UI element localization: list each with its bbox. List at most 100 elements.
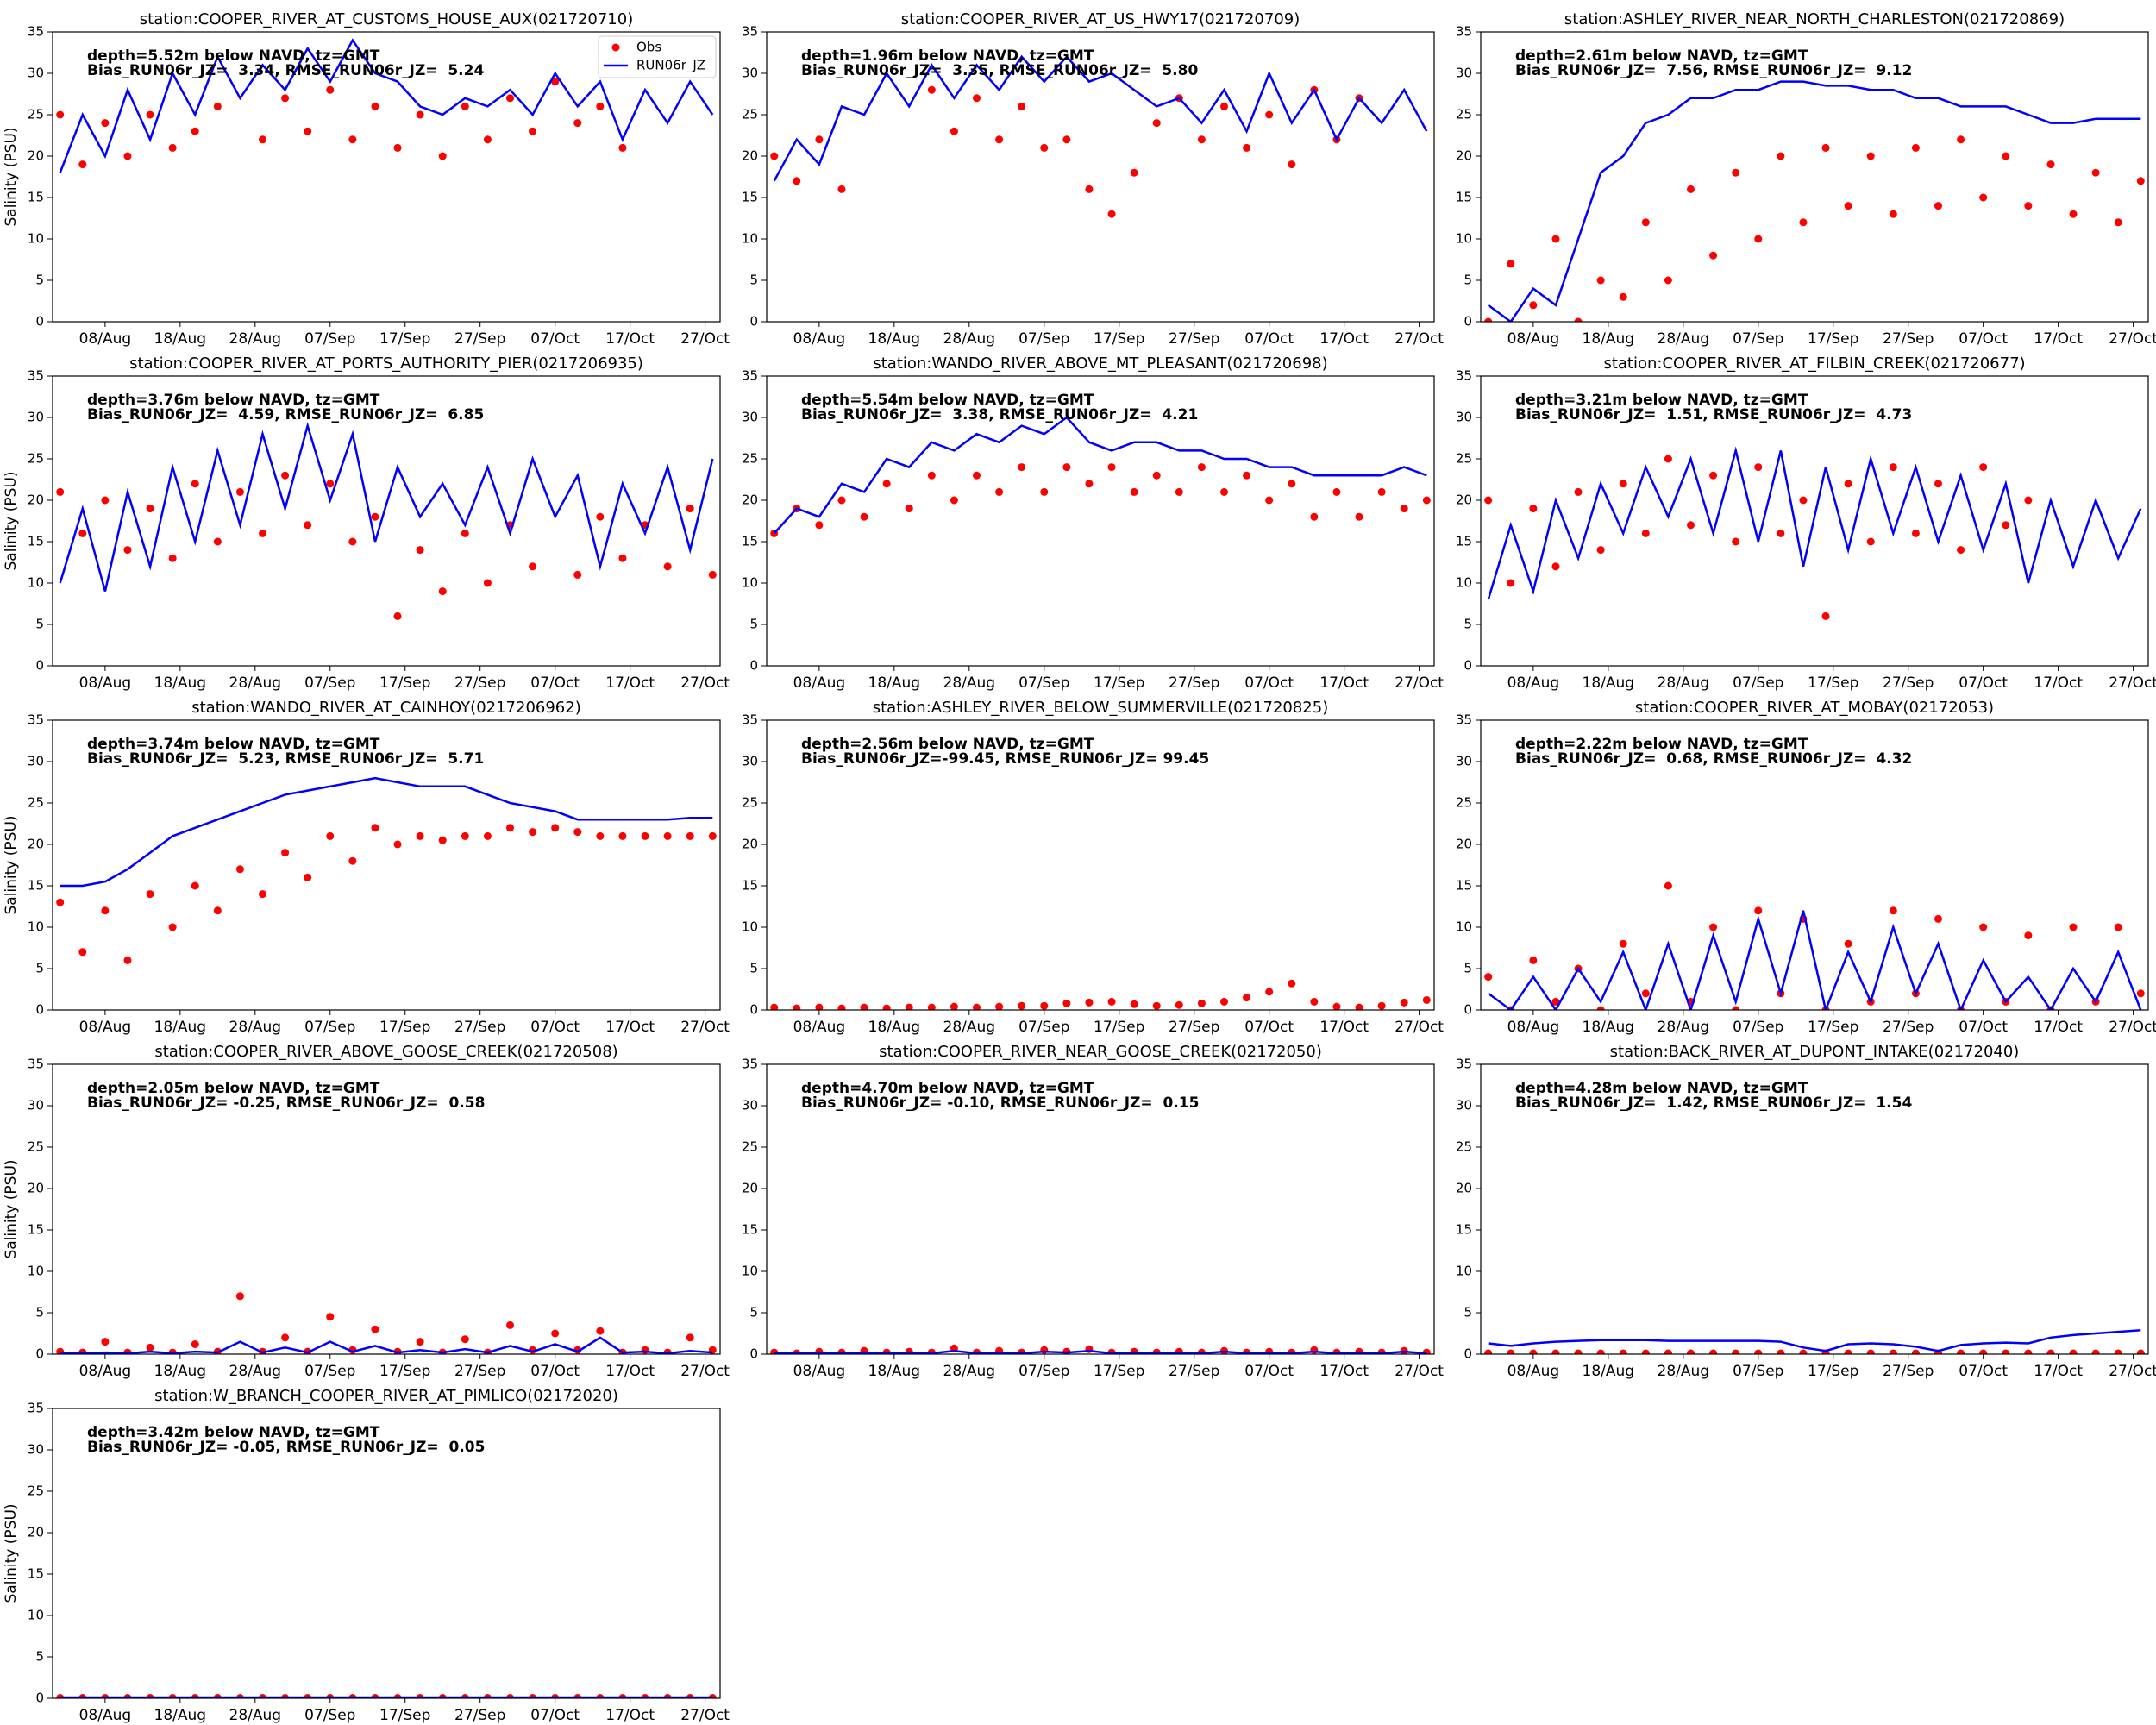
model-line xyxy=(60,1336,713,1354)
y-tick-label: 5 xyxy=(35,617,44,632)
obs-point xyxy=(1777,1349,1785,1354)
y-tick-label: 15 xyxy=(742,534,758,549)
y-tick-label: 30 xyxy=(1456,1098,1472,1113)
obs-point xyxy=(1152,471,1161,480)
y-tick-label: 20 xyxy=(28,492,44,508)
annotation: depth=1.96m below NAVD, tz=GMT xyxy=(801,47,1094,65)
obs-point xyxy=(2002,152,2010,160)
x-tick-label: 18/Aug xyxy=(154,330,207,348)
obs-point xyxy=(326,480,335,488)
obs-point xyxy=(101,906,110,915)
x-tick-label: 17/Oct xyxy=(605,674,655,692)
obs-point xyxy=(191,480,199,488)
x-tick-label: 27/Sep xyxy=(1169,674,1219,692)
obs-point xyxy=(371,824,379,832)
x-tick-label: 17/Sep xyxy=(379,1707,430,1724)
obs-point xyxy=(1754,463,1763,472)
x-tick-label: 07/Oct xyxy=(530,1363,580,1380)
y-tick-label: 35 xyxy=(1456,368,1472,384)
obs-point xyxy=(1243,143,1251,152)
obs-point xyxy=(56,898,65,906)
obs-point xyxy=(1422,496,1431,505)
x-tick-label: 18/Aug xyxy=(868,1363,921,1380)
plot-frame xyxy=(766,31,1435,323)
x-tick-label: 08/Aug xyxy=(793,1363,846,1380)
obs-point xyxy=(1866,537,1875,546)
obs-point xyxy=(1529,956,1538,964)
x-tick-label: 07/Sep xyxy=(304,1363,355,1380)
obs-point xyxy=(596,1327,605,1335)
chart-title: station:W_BRANCH_COOPER_RIVER_AT_PIMLICO… xyxy=(154,1387,618,1405)
obs-point xyxy=(2136,1349,2145,1354)
obs-point xyxy=(973,1003,981,1010)
plot-frame xyxy=(766,375,1435,667)
y-tick-label: 35 xyxy=(28,1401,44,1416)
y-tick-label: 0 xyxy=(1463,1002,1472,1018)
obs-point xyxy=(2136,177,2145,185)
y-tick-label: 20 xyxy=(28,148,44,164)
obs-point xyxy=(259,890,267,899)
chart-title: station:COOPER_RIVER_AT_FILBIN_CREEK(021… xyxy=(1603,354,2025,373)
annotation: depth=3.21m below NAVD, tz=GMT xyxy=(1515,392,1808,409)
y-tick-label: 35 xyxy=(1456,1057,1472,1072)
annotation: depth=3.42m below NAVD, tz=GMT xyxy=(87,1424,380,1441)
obs-point xyxy=(950,127,958,135)
obs-point xyxy=(2114,218,2122,227)
y-tick-label: 10 xyxy=(742,575,758,591)
obs-point xyxy=(1709,251,1718,260)
obs-point xyxy=(191,127,199,135)
y-tick-label: 30 xyxy=(28,1098,44,1113)
obs-point xyxy=(1551,997,1560,1006)
x-tick-label: 08/Aug xyxy=(79,1363,132,1380)
annotation: Bias_RUN06r_JZ= -0.10, RMSE_RUN06r_JZ= 0… xyxy=(801,1095,1199,1112)
x-tick-label: 17/Sep xyxy=(1808,674,1858,692)
obs-point xyxy=(1130,1000,1138,1008)
obs-point xyxy=(927,1003,936,1010)
y-tick-label: 15 xyxy=(1456,190,1472,205)
chart-title: station:COOPER_RIVER_ABOVE_GOOSE_CREEK(0… xyxy=(154,1043,617,1061)
annotation: Bias_RUN06r_JZ= 7.56, RMSE_RUN06r_JZ= 9.… xyxy=(1515,62,1912,79)
obs-point xyxy=(483,135,492,144)
obs-point xyxy=(551,1329,560,1338)
obs-point xyxy=(905,505,913,513)
chart-title: station:COOPER_RIVER_AT_PORTS_AUTHORITY_… xyxy=(129,354,643,373)
obs-point xyxy=(882,1004,891,1010)
x-tick-label: 18/Aug xyxy=(154,1363,207,1380)
y-tick-label: 5 xyxy=(35,1649,44,1665)
obs-point xyxy=(1018,1001,1026,1010)
obs-point xyxy=(927,85,936,94)
obs-point xyxy=(326,85,335,94)
y-tick-label: 0 xyxy=(35,1346,44,1362)
obs-point xyxy=(326,1313,335,1321)
obs-point xyxy=(505,824,514,832)
y-tick-label: 10 xyxy=(1456,575,1472,591)
x-tick-label: 07/Oct xyxy=(1244,1363,1294,1380)
x-tick-label: 07/Sep xyxy=(1733,1019,1783,1036)
y-tick-label: 25 xyxy=(1456,107,1472,122)
y-tick-label: 0 xyxy=(35,1002,44,1018)
y-tick-label: 0 xyxy=(35,658,44,674)
obs-point xyxy=(1979,193,1988,202)
x-tick-label: 17/Sep xyxy=(379,330,430,348)
obs-point xyxy=(235,1292,244,1301)
obs-point xyxy=(1799,1349,1808,1354)
y-tick-label: 30 xyxy=(28,410,44,425)
y-tick-label: 15 xyxy=(742,878,758,894)
obs-point xyxy=(770,1003,779,1010)
obs-point xyxy=(304,521,312,530)
obs-point xyxy=(837,496,846,505)
y-tick-label: 20 xyxy=(1456,492,1472,508)
obs-point xyxy=(393,612,402,620)
obs-point xyxy=(1219,102,1228,110)
obs-point xyxy=(1911,529,1920,537)
x-tick-label: 17/Sep xyxy=(1808,330,1858,348)
obs-point xyxy=(1197,999,1206,1007)
obs-point xyxy=(1732,1006,1740,1010)
y-tick-label: 20 xyxy=(742,492,758,508)
x-tick-label: 18/Aug xyxy=(868,674,921,692)
chart-title: station:BACK_RIVER_AT_DUPONT_INTAKE(0217… xyxy=(1610,1043,2020,1061)
obs-point xyxy=(1332,487,1341,496)
obs-point xyxy=(1243,994,1251,1002)
y-tick-label: 25 xyxy=(742,795,758,811)
obs-point xyxy=(641,831,649,840)
